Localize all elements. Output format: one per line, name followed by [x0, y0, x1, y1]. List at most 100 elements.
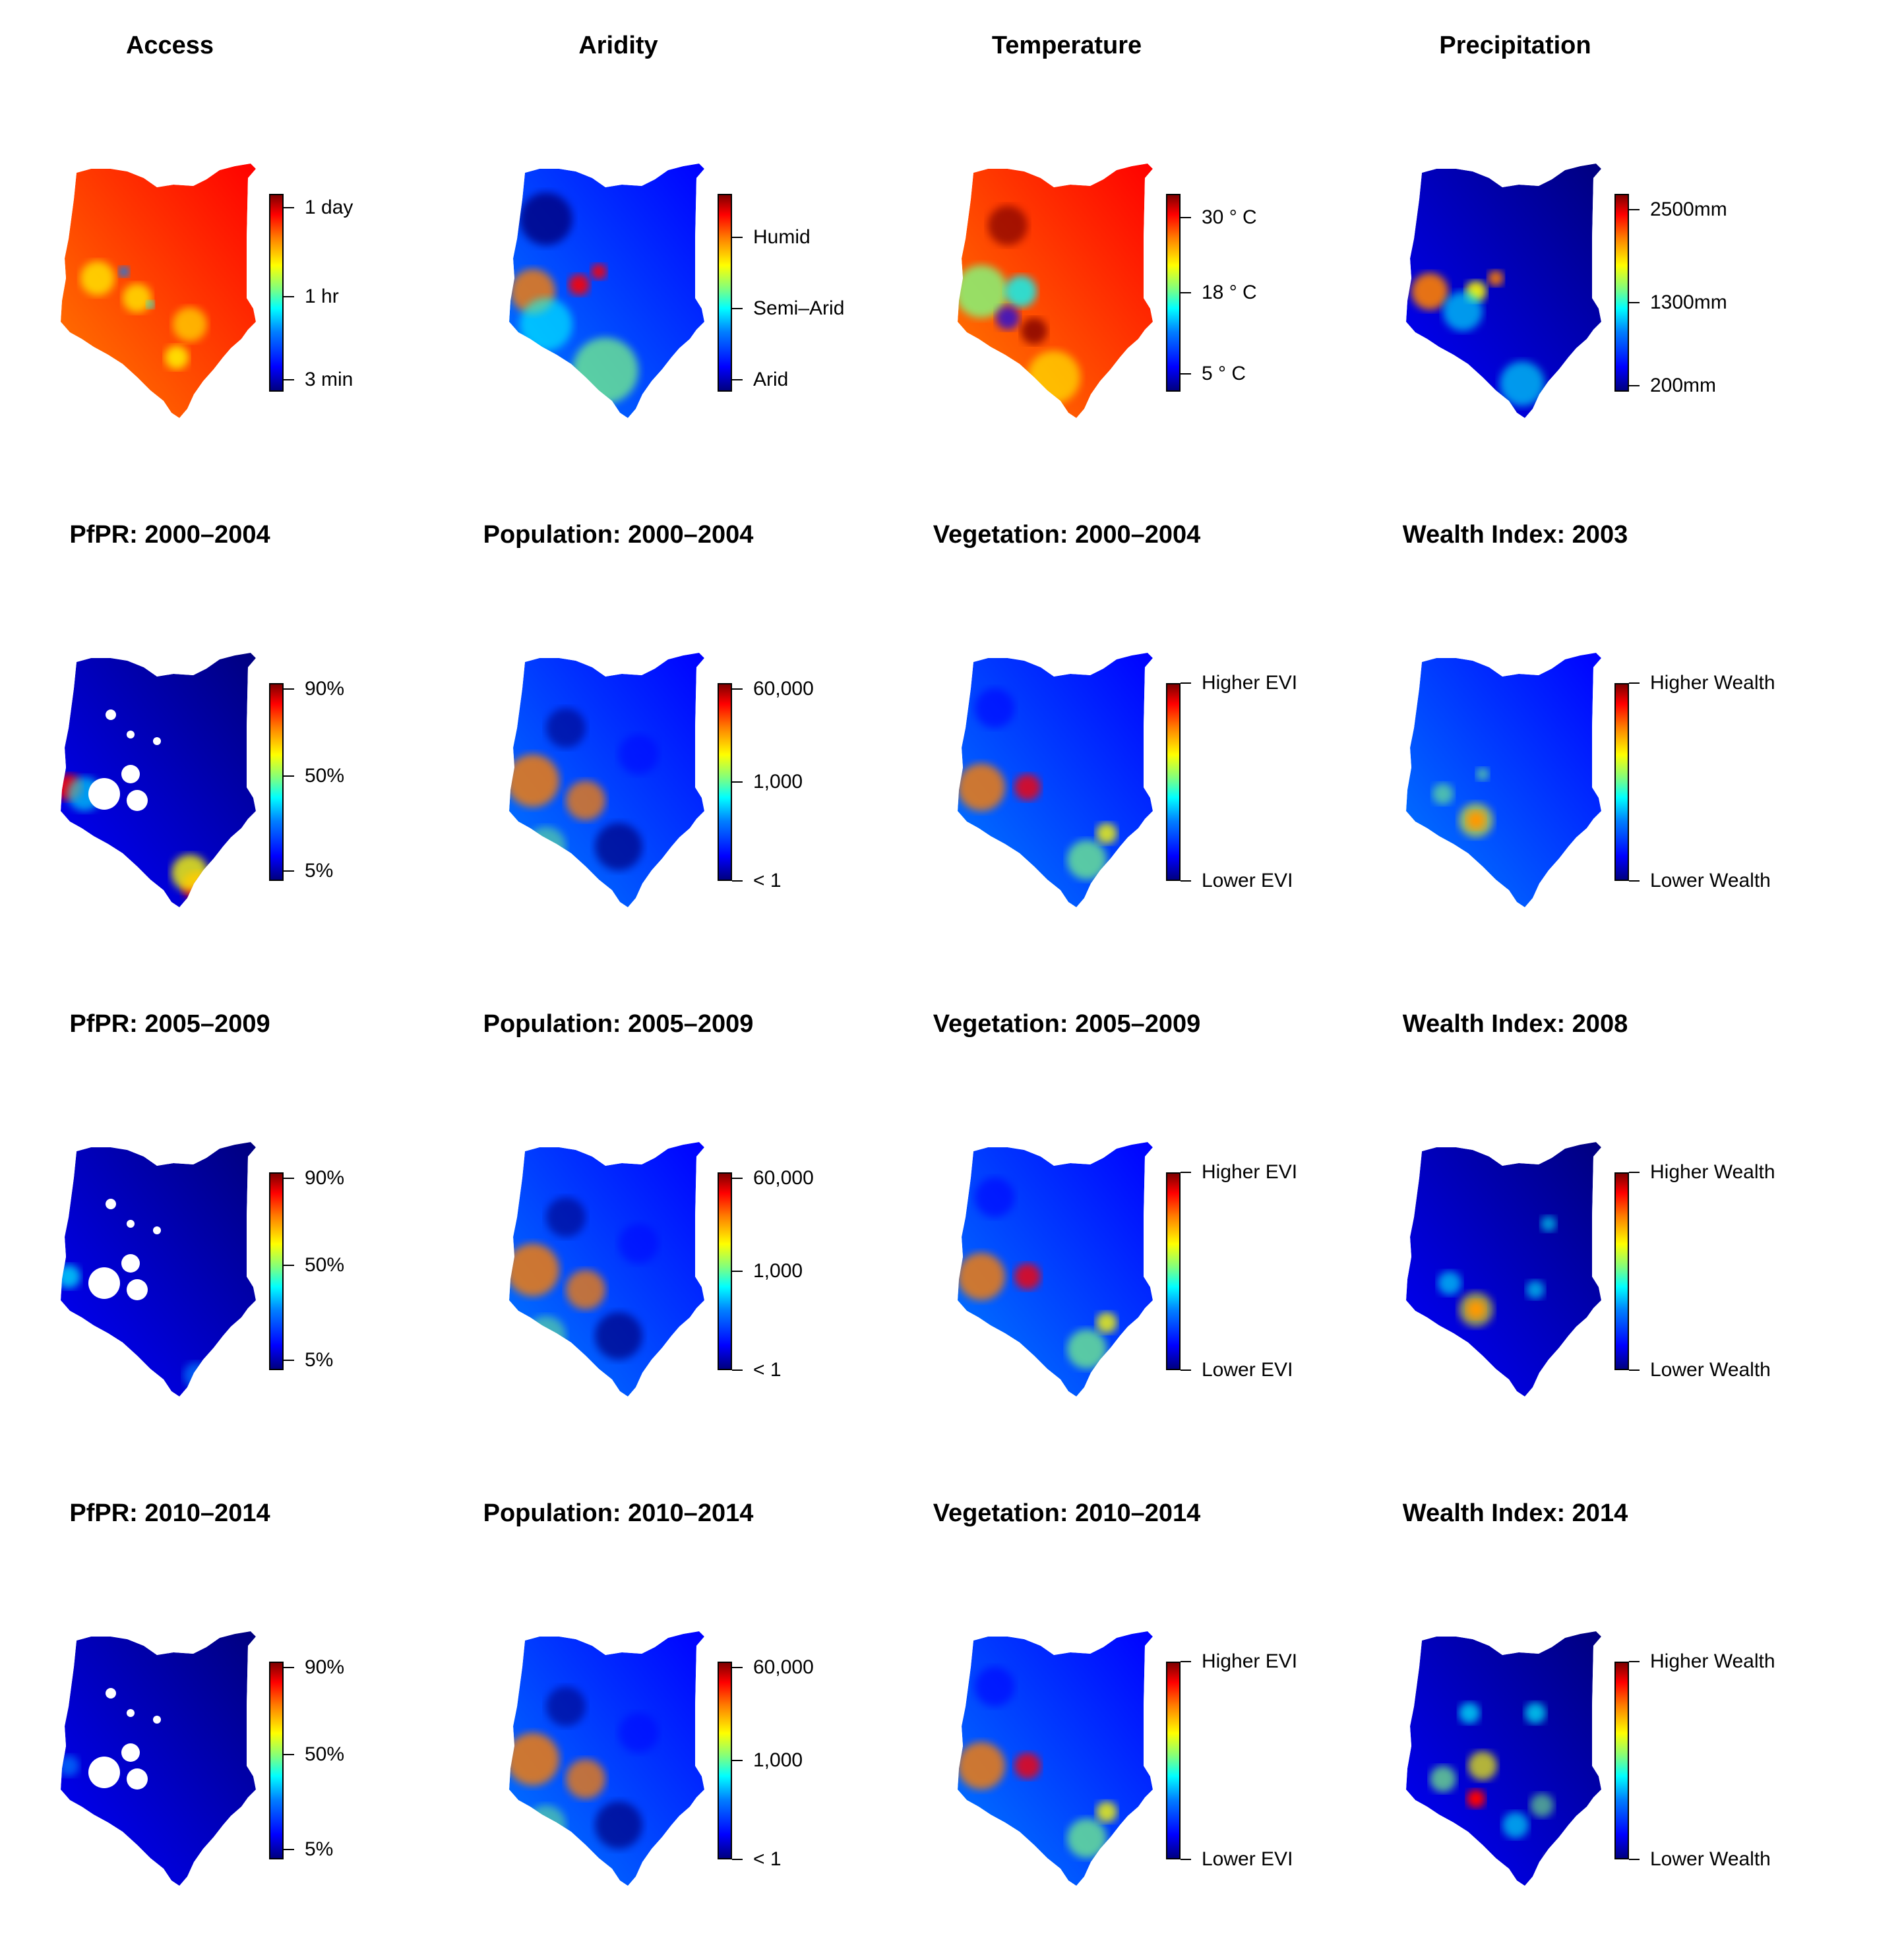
colorbar-tick-label: 1300mm — [1650, 291, 1727, 313]
kenya-map — [509, 1631, 704, 1886]
colorbar-tick-label: Arid — [753, 369, 789, 390]
kenya-map — [1406, 1142, 1601, 1397]
map-hotspot — [595, 1801, 642, 1849]
colorbar-tick-label: Higher EVI — [1202, 1650, 1298, 1672]
colorbar-tick — [732, 1760, 743, 1761]
panel-wealth-2014: Wealth Index: 2014 Higher Wealth Lower Wea… — [1345, 1468, 1794, 1957]
panel-title: PfPR: 2010–2014 — [69, 1499, 270, 1527]
map-hotspot — [520, 193, 572, 245]
panel-aridity: Aridity Humid Semi–Arid Arid — [448, 0, 897, 489]
panel-title: Wealth Index: 2014 — [1402, 1499, 1628, 1527]
colorbar — [269, 1662, 284, 1859]
map-no-data — [127, 1709, 135, 1717]
map-surface — [1406, 653, 1601, 907]
colorbar-tick — [732, 688, 743, 690]
panel-title: Wealth Index: 2008 — [1402, 1010, 1628, 1038]
map-hotspot — [61, 1755, 79, 1776]
colorbar-tick — [284, 1178, 294, 1179]
colorbar-tick — [732, 1667, 743, 1668]
colorbar-tick — [284, 688, 294, 690]
colorbar — [718, 683, 732, 881]
colorbar-tick-label: Higher Wealth — [1650, 1650, 1775, 1672]
map-hotspot — [1468, 1751, 1497, 1780]
colorbar-tick-label: Higher EVI — [1202, 1161, 1298, 1183]
map-hotspot — [958, 1742, 1005, 1790]
colorbar-tick — [1629, 1661, 1640, 1662]
kenya-map — [1406, 653, 1601, 907]
panel-pop-2010: Population: 2010–2014 60,000 1,000 < 1 — [448, 1468, 897, 1957]
panel-access: Access 1 day 1 hr 3 min — [0, 0, 448, 489]
colorbar-tick-label: 1,000 — [753, 771, 803, 793]
panel-title: Aridity — [578, 32, 658, 59]
colorbar-tick — [284, 1667, 294, 1668]
map-hotspot — [1096, 1312, 1117, 1333]
colorbar — [1166, 1662, 1181, 1859]
colorbar-tick-label: 90% — [305, 678, 345, 700]
colorbar-tick-label: Lower Wealth — [1650, 1359, 1771, 1381]
colorbar-tick-label: 60,000 — [753, 678, 814, 700]
map-hotspot — [173, 307, 207, 342]
colorbar-tick — [732, 1370, 743, 1371]
map-hotspot — [1438, 1271, 1461, 1295]
colorbar — [1614, 683, 1629, 881]
colorbar-tick — [732, 1271, 743, 1272]
kenya-map — [958, 1142, 1153, 1397]
colorbar-tick — [1629, 1370, 1640, 1371]
colorbar — [1166, 194, 1181, 392]
kenya-map — [61, 164, 256, 418]
colorbar — [718, 1662, 732, 1859]
map-hotspot — [568, 274, 590, 295]
colorbar-tick — [1629, 1859, 1640, 1860]
colorbar-tick-label: 30 ° C — [1202, 206, 1257, 228]
colorbar-tick-label: 1 hr — [305, 286, 339, 307]
kenya-map — [61, 1631, 256, 1886]
map-hotspot — [546, 708, 586, 748]
kenya-map — [509, 653, 704, 907]
map-hotspot — [1067, 1329, 1107, 1369]
map-hotspot — [1546, 1366, 1564, 1385]
colorbar-tick-label: Lower EVI — [1202, 1848, 1293, 1870]
map-hotspot — [619, 1224, 658, 1263]
colorbar-tick — [1181, 880, 1191, 882]
map-hotspot — [975, 688, 1014, 728]
colorbar-tick — [1181, 1370, 1191, 1371]
map-hotspot — [1014, 1263, 1041, 1290]
map-no-data — [127, 1279, 148, 1300]
colorbar-tick — [1629, 880, 1640, 882]
map-hotspot — [1467, 1790, 1485, 1808]
panel-title: Vegetation: 2010–2014 — [933, 1499, 1201, 1527]
map-hotspot — [1526, 1280, 1545, 1299]
map-hotspot — [988, 206, 1028, 245]
map-hotspot — [1067, 840, 1107, 880]
map-hotspot — [1014, 1753, 1041, 1779]
colorbar-tick-label: < 1 — [753, 1848, 782, 1870]
map-hotspot — [572, 338, 638, 404]
map-no-data — [88, 778, 120, 810]
map-hotspot — [1530, 1793, 1554, 1817]
panel-title: Population: 2005–2009 — [483, 1010, 754, 1038]
map-no-data — [153, 1226, 161, 1234]
map-no-data — [127, 790, 148, 811]
map-hotspot — [1443, 291, 1483, 331]
map-hotspot — [546, 1687, 586, 1726]
panel-precipitation: Precipitation 2500mm 1300mm 200mm — [1345, 0, 1794, 489]
colorbar-tick — [1181, 1859, 1191, 1860]
colorbar-tick-label: Humid — [753, 226, 811, 248]
map-hotspot — [1459, 803, 1493, 837]
map-hotspot — [996, 306, 1020, 330]
colorbar-tick-label: 2500mm — [1650, 198, 1727, 220]
map-hotspot — [1021, 318, 1047, 344]
map-no-data — [106, 1688, 116, 1699]
kenya-map — [509, 164, 704, 418]
map-hotspot — [146, 301, 154, 309]
map-hotspot — [591, 264, 607, 280]
colorbar-tick — [284, 775, 294, 777]
colorbar-tick-label: 3 min — [305, 369, 353, 390]
colorbar-tick — [732, 880, 743, 882]
map-surface — [61, 1142, 256, 1397]
map-hotspot — [123, 284, 152, 313]
map-no-data — [121, 1743, 140, 1762]
colorbar-tick — [1629, 302, 1640, 303]
panel-title: Vegetation: 2005–2009 — [933, 1010, 1201, 1038]
